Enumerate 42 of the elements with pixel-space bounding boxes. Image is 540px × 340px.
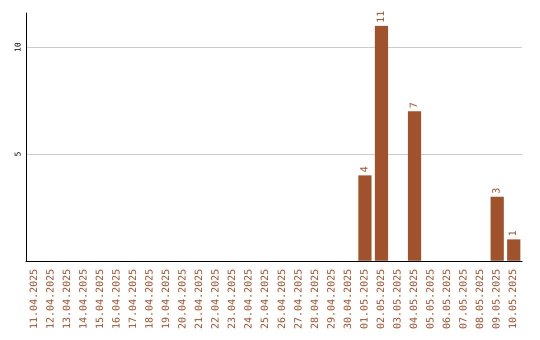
x-tick-label: 15.04.2025 bbox=[94, 268, 106, 330]
bar bbox=[408, 111, 422, 261]
x-tick-label: 19.04.2025 bbox=[161, 268, 172, 330]
data-label: 1 bbox=[508, 230, 520, 236]
x-tick-label: 17.04.2025 bbox=[128, 268, 139, 330]
data-label: 3 bbox=[492, 188, 503, 194]
x-tick-label: 22.04.2025 bbox=[210, 268, 222, 330]
x-tick-label: 29.04.2025 bbox=[326, 268, 338, 330]
x-tick-label: 06.05.2025 bbox=[442, 268, 454, 330]
data-label: 7 bbox=[409, 102, 420, 108]
x-tick-label: 03.05.2025 bbox=[392, 268, 404, 330]
x-tick-label: 13.04.2025 bbox=[62, 268, 73, 330]
y-tick-label: 10 bbox=[14, 42, 22, 52]
x-tick-label: 25.04.2025 bbox=[260, 268, 272, 330]
x-tick-label: 10.05.2025 bbox=[508, 268, 520, 330]
x-tick-label: 20.04.2025 bbox=[178, 268, 189, 330]
x-tick-label: 08.05.2025 bbox=[475, 268, 486, 330]
x-tick-label: 14.04.2025 bbox=[78, 268, 90, 330]
data-label: 4 bbox=[359, 166, 370, 172]
x-tick-label: 07.05.2025 bbox=[458, 268, 470, 330]
data-label: 11 bbox=[376, 10, 387, 23]
x-tick-label: 23.04.2025 bbox=[227, 268, 238, 330]
x-tick-label: 05.05.2025 bbox=[426, 268, 437, 330]
x-tick-label: 26.04.2025 bbox=[276, 268, 288, 330]
x-tick-label: 30.04.2025 bbox=[342, 268, 354, 330]
x-tick-label: 18.04.2025 bbox=[144, 268, 156, 330]
y-tick-label: 5 bbox=[14, 151, 22, 156]
x-tick-label: 02.05.2025 bbox=[376, 268, 387, 330]
x-tick-label: 01.05.2025 bbox=[359, 268, 370, 330]
x-tick-label: 24.04.2025 bbox=[244, 268, 255, 330]
bar bbox=[507, 239, 520, 261]
x-tick-label: 28.04.2025 bbox=[310, 268, 321, 330]
x-tick-label: 12.04.2025 bbox=[45, 268, 56, 330]
x-tick-label: 04.05.2025 bbox=[409, 268, 420, 330]
bar bbox=[490, 196, 504, 261]
x-tick-label: 27.04.2025 bbox=[293, 268, 304, 330]
bar bbox=[358, 175, 372, 261]
x-tick-label: 11.04.2025 bbox=[28, 268, 40, 330]
x-tick-label: 21.04.2025 bbox=[194, 268, 206, 330]
bar bbox=[374, 26, 388, 261]
x-tick-label: 16.04.2025 bbox=[111, 268, 122, 330]
x-tick-label: 09.05.2025 bbox=[492, 268, 503, 330]
